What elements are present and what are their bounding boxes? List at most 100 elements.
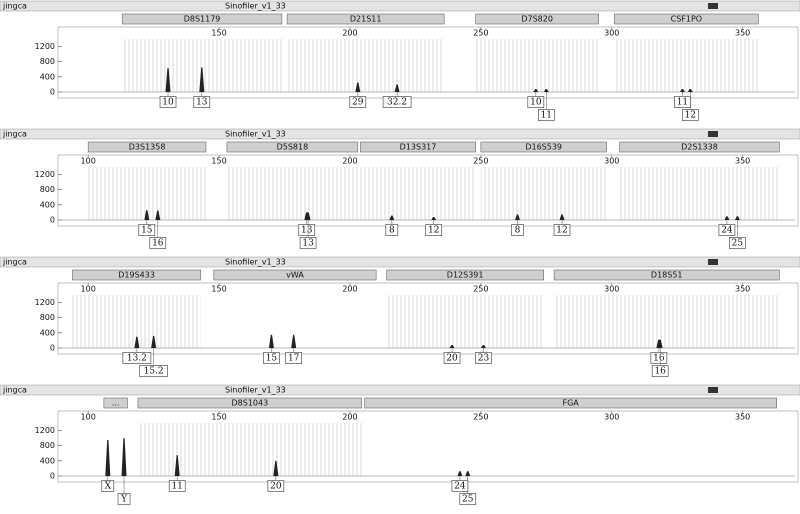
allele-label: 25 bbox=[462, 495, 474, 505]
y-tick-label: 800 bbox=[40, 441, 55, 450]
allele-label: 17 bbox=[288, 354, 300, 364]
panel-title: Sinofiler_v1_33 bbox=[225, 386, 286, 395]
peak bbox=[174, 455, 180, 476]
peak bbox=[389, 215, 395, 220]
y-tick-label: 1200 bbox=[35, 170, 55, 179]
x-tick-label: 200 bbox=[342, 413, 357, 422]
bin-region bbox=[480, 167, 607, 220]
bin-region bbox=[554, 295, 780, 348]
x-tick-label: 300 bbox=[604, 29, 619, 38]
y-tick-label: 400 bbox=[40, 328, 55, 337]
panel-header bbox=[0, 384, 800, 396]
x-tick-label: 150 bbox=[211, 285, 226, 294]
bin-region bbox=[287, 39, 445, 92]
y-tick-label: 1200 bbox=[35, 298, 55, 307]
peak bbox=[543, 88, 549, 92]
peak bbox=[155, 210, 161, 220]
marker-name: ... bbox=[112, 399, 120, 408]
allele-label: 16 bbox=[152, 239, 164, 249]
marker-bar bbox=[360, 141, 476, 153]
marker-name: D12S391 bbox=[447, 271, 484, 280]
x-tick-label: 250 bbox=[473, 157, 488, 166]
panel-header bbox=[0, 256, 800, 268]
allele-label: 13.2 bbox=[127, 354, 147, 364]
y-tick-label: 400 bbox=[40, 200, 55, 209]
marker-name: D13S317 bbox=[400, 143, 437, 152]
marker-name: D5S818 bbox=[277, 143, 309, 152]
header-icon bbox=[708, 387, 718, 393]
marker-name: D3S1358 bbox=[129, 143, 166, 152]
marker-bar bbox=[286, 13, 445, 25]
marker-bar bbox=[475, 13, 599, 25]
x-tick-label: 100 bbox=[81, 285, 96, 294]
peak bbox=[657, 339, 663, 348]
allele-label: 13 bbox=[196, 98, 208, 108]
y-tick-label: 0 bbox=[50, 344, 55, 353]
marker-name: vWA bbox=[286, 271, 304, 280]
y-tick-label: 1200 bbox=[35, 42, 55, 51]
peak bbox=[687, 88, 693, 92]
peak bbox=[559, 214, 565, 220]
bin-region bbox=[360, 167, 476, 220]
header-icon bbox=[708, 131, 718, 137]
marker-bar bbox=[226, 141, 359, 153]
bin-region bbox=[475, 39, 599, 92]
x-tick-label: 200 bbox=[342, 285, 357, 294]
allele-label: 20 bbox=[270, 482, 282, 492]
allele-label: 13 bbox=[301, 226, 313, 236]
marker-name: D19S433 bbox=[118, 271, 155, 280]
allele-label: 16 bbox=[654, 367, 666, 377]
x-tick-label: 200 bbox=[342, 29, 357, 38]
x-tick-label: 350 bbox=[735, 29, 750, 38]
marker-bar bbox=[137, 397, 363, 409]
sample-name: jingca bbox=[2, 258, 27, 267]
x-tick-label: 250 bbox=[473, 413, 488, 422]
peak bbox=[355, 82, 361, 92]
panel: jingca Sinofiler_v1_33 D19S433 vWA D12S391 D1… bbox=[0, 256, 800, 377]
peak bbox=[268, 334, 274, 348]
x-tick-label: 350 bbox=[735, 413, 750, 422]
allele-label: 12 bbox=[428, 226, 439, 236]
allele-label: 25 bbox=[732, 239, 744, 249]
x-tick-label: 200 bbox=[342, 157, 357, 166]
y-tick-label: 1200 bbox=[35, 426, 55, 435]
sample-name: jingca bbox=[2, 386, 27, 395]
x-tick-label: 150 bbox=[211, 29, 226, 38]
y-tick-label: 0 bbox=[50, 216, 55, 225]
plot-frame bbox=[57, 26, 799, 99]
marker-bar bbox=[614, 13, 759, 25]
allele-label: 29 bbox=[352, 98, 364, 108]
panel-title: Sinofiler_v1_33 bbox=[225, 130, 286, 139]
x-tick-label: 100 bbox=[81, 157, 96, 166]
marker-bar bbox=[121, 13, 283, 25]
sample-name: jingca bbox=[2, 130, 27, 139]
x-tick-label: 250 bbox=[473, 285, 488, 294]
panel: jingca Sinofiler_v1_33... D8S1043 FGA 100 150… bbox=[0, 384, 800, 505]
peak bbox=[465, 471, 471, 476]
x-tick-label: 150 bbox=[211, 413, 226, 422]
x-tick-label: 350 bbox=[735, 157, 750, 166]
peak bbox=[144, 210, 150, 220]
allele-label: 23 bbox=[478, 354, 490, 364]
x-tick-label: 100 bbox=[81, 413, 96, 422]
header-icon bbox=[708, 3, 718, 9]
marker-name: CSF1PO bbox=[671, 15, 702, 24]
panel-header bbox=[0, 128, 800, 140]
peak bbox=[199, 67, 205, 92]
panel-title: Sinofiler_v1_33 bbox=[225, 2, 286, 11]
allele-label: 11 bbox=[677, 98, 688, 108]
y-tick-label: 0 bbox=[50, 472, 55, 481]
allele-label: 10 bbox=[162, 98, 174, 108]
bin-region bbox=[614, 39, 759, 92]
marker-name: D8S1179 bbox=[184, 15, 221, 24]
y-tick-label: 400 bbox=[40, 72, 55, 81]
peak bbox=[449, 344, 455, 348]
header-icon bbox=[708, 259, 718, 265]
marker-name: D16S539 bbox=[525, 143, 562, 152]
allele-label: Y bbox=[120, 495, 128, 505]
peak bbox=[134, 336, 140, 348]
allele-label: 24 bbox=[454, 482, 466, 492]
marker-bar bbox=[386, 269, 544, 281]
peak bbox=[305, 212, 311, 220]
